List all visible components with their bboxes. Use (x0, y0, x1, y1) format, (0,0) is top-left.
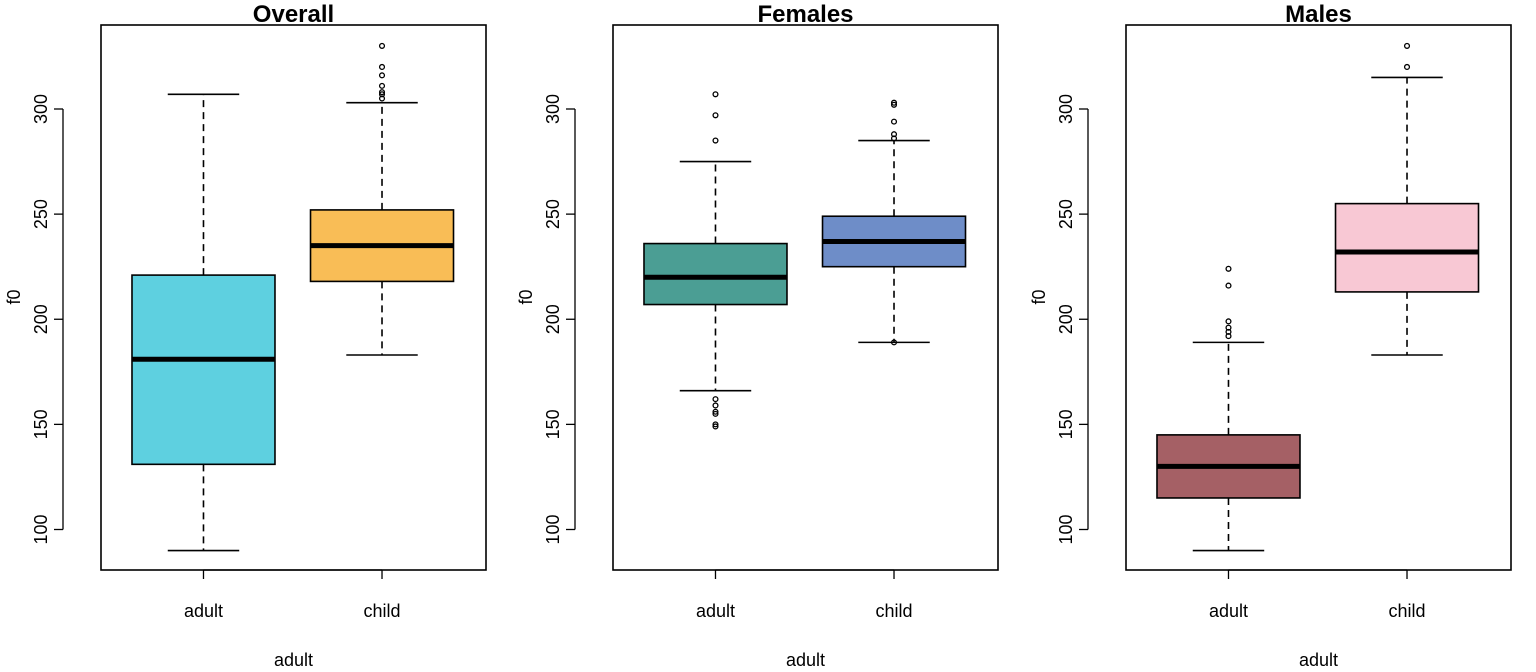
y-tick-label: 300 (1056, 94, 1076, 124)
y-tick-label: 300 (31, 94, 51, 124)
chart-title: Females (757, 1, 853, 28)
y-tick-label: 100 (543, 514, 563, 544)
panel-females: Females 100 150 200 250 300 f0 adult child adult (516, 1, 999, 670)
outlier-point (378, 72, 386, 79)
outlier-point (378, 63, 386, 70)
outlier-point (890, 131, 898, 138)
y-tick-label: 200 (543, 304, 563, 334)
outlier-point (890, 339, 898, 346)
outlier-point (712, 408, 719, 415)
x-tick-label: child (1388, 601, 1425, 621)
outlier-point (378, 42, 386, 49)
y-tick-label: 150 (31, 409, 51, 439)
x-tick-label: child (875, 601, 912, 621)
y-tick-label: 100 (31, 514, 51, 544)
box-adult (131, 93, 276, 552)
panel-males: Males 100 150 200 250 300 f0 adult child adult (1029, 1, 1512, 670)
outlier-point (378, 91, 386, 98)
y-tick-label: 150 (1056, 409, 1076, 439)
y-axis-label: f0 (1029, 289, 1049, 304)
y-tick-label: 250 (543, 199, 563, 229)
outlier-point (1225, 265, 1232, 272)
outlier-point (712, 423, 719, 430)
x-tick-label: adult (696, 601, 735, 621)
outlier-point (712, 402, 719, 409)
iqr-box (643, 242, 788, 306)
x-tick-label: adult (1209, 601, 1248, 621)
outlier-point (378, 89, 386, 96)
outlier-point (1225, 318, 1232, 325)
outlier-point (712, 112, 719, 119)
y-axis-label: f0 (4, 289, 24, 304)
iqr-box (1334, 202, 1480, 293)
x-axis-label: adult (786, 650, 825, 670)
box-child (309, 42, 455, 356)
y-axis-label: f0 (516, 289, 536, 304)
panel-overall: Overall 100 150 200 250 300 f0 adult child adult (4, 1, 487, 670)
outlier-point (712, 396, 719, 403)
outlier-point (890, 101, 898, 108)
iqr-box (131, 274, 276, 466)
chart-title: Overall (253, 1, 334, 28)
outlier-point (378, 82, 386, 89)
y-tick-label: 200 (31, 304, 51, 334)
outlier-point (712, 137, 719, 144)
outlier-point (1403, 42, 1411, 49)
y-tick-label: 250 (1056, 199, 1076, 229)
y-tick-label: 150 (543, 409, 563, 439)
y-tick-label: 100 (1056, 514, 1076, 544)
y-tick-label: 200 (1056, 304, 1076, 334)
x-axis-label: adult (274, 650, 313, 670)
chart-title: Males (1285, 1, 1352, 28)
box-adult (1156, 265, 1301, 552)
box-adult (643, 91, 788, 430)
x-tick-label: child (363, 601, 400, 621)
outlier-point (1403, 63, 1411, 70)
outlier-point (890, 118, 898, 125)
outlier-point (712, 421, 719, 428)
x-axis-label: adult (1299, 650, 1338, 670)
y-tick-label: 250 (31, 199, 51, 229)
outlier-point (712, 410, 719, 417)
outlier-point (1225, 282, 1232, 289)
x-tick-label: adult (184, 601, 223, 621)
box-child (821, 99, 967, 346)
y-tick-label: 300 (543, 94, 563, 124)
box-child (1334, 42, 1480, 356)
outlier-point (890, 99, 898, 106)
outlier-point (712, 91, 719, 98)
outlier-point (1225, 324, 1232, 331)
